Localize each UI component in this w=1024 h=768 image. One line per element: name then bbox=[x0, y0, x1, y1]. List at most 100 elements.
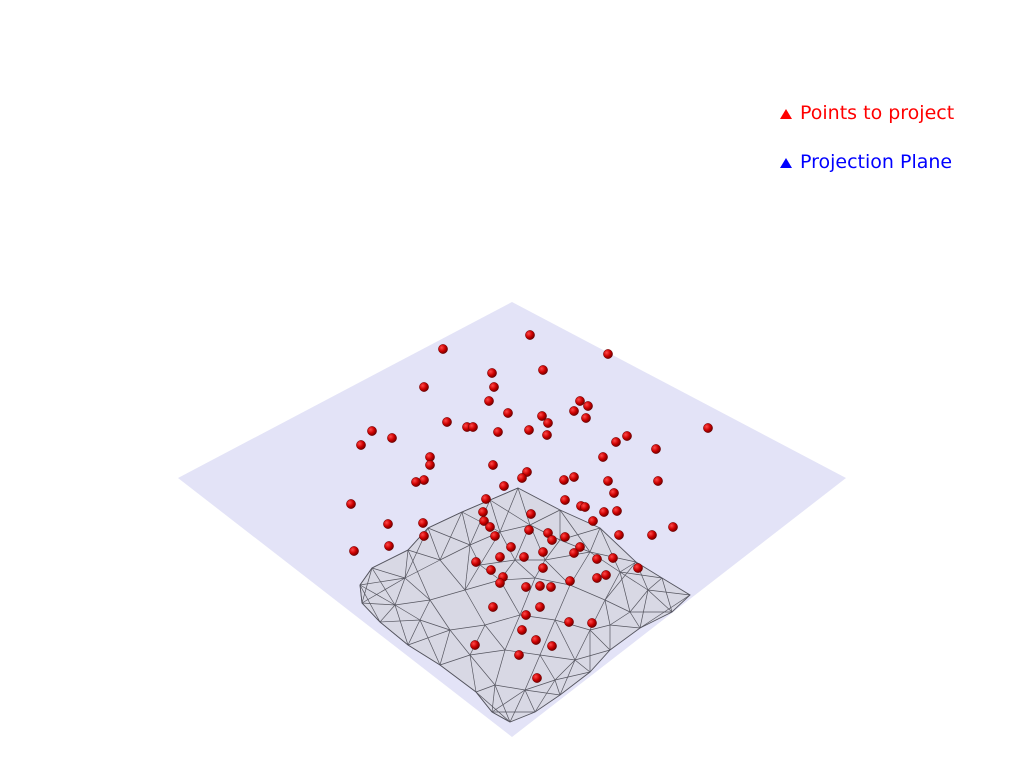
mesh-edge bbox=[439, 629, 451, 666]
point-sphere bbox=[489, 382, 499, 392]
point-sphere bbox=[608, 553, 618, 563]
point-sphere bbox=[519, 552, 529, 562]
legend-label-plane: Projection Plane bbox=[800, 151, 953, 173]
mesh-edge bbox=[379, 604, 396, 623]
legend-item-points: Points to project bbox=[778, 100, 978, 126]
point-sphere bbox=[521, 610, 531, 620]
point-sphere bbox=[490, 531, 500, 541]
point-sphere bbox=[592, 554, 602, 564]
point-sphere bbox=[538, 365, 548, 375]
point-sphere bbox=[383, 519, 393, 529]
mesh-edge bbox=[604, 599, 611, 626]
mesh-edge bbox=[359, 584, 363, 604]
triangle-icon bbox=[780, 158, 792, 168]
point-sphere bbox=[560, 495, 570, 505]
point-sphere bbox=[592, 573, 602, 583]
point-sphere bbox=[484, 396, 494, 406]
mesh-edge bbox=[419, 619, 441, 666]
point-sphere bbox=[622, 431, 632, 441]
point-sphere bbox=[559, 475, 569, 485]
mesh-edge bbox=[461, 511, 471, 546]
point-sphere bbox=[468, 422, 478, 432]
point-sphere bbox=[419, 475, 429, 485]
mesh-edge bbox=[524, 689, 536, 713]
mesh-edge bbox=[604, 599, 631, 613]
mesh-edge bbox=[524, 679, 556, 691]
mesh-edge bbox=[491, 684, 496, 713]
point-sphere bbox=[346, 499, 356, 509]
mesh-edge bbox=[379, 619, 421, 623]
point-sphere bbox=[603, 476, 613, 486]
point-sphere bbox=[506, 542, 516, 552]
point-sphere bbox=[521, 582, 531, 592]
mesh-edge bbox=[479, 559, 516, 566]
point-sphere bbox=[524, 525, 534, 535]
mesh-edge bbox=[404, 559, 441, 579]
point-sphere bbox=[547, 641, 557, 651]
point-sphere bbox=[542, 430, 552, 440]
legend: Points to project Projection Plane bbox=[778, 100, 978, 198]
mesh-edge bbox=[647, 589, 673, 613]
mesh-edge bbox=[407, 549, 441, 561]
point-sphere bbox=[495, 552, 505, 562]
mesh-edge bbox=[371, 567, 396, 606]
mesh-edge bbox=[371, 567, 406, 579]
mesh-edge bbox=[439, 559, 466, 591]
point-sphere bbox=[517, 625, 527, 635]
points-to-project bbox=[346, 330, 713, 683]
mesh-edge bbox=[544, 551, 591, 561]
mesh-edge bbox=[647, 577, 663, 591]
point-sphere bbox=[588, 516, 598, 526]
point-sphere bbox=[569, 406, 579, 416]
mesh-edge bbox=[439, 664, 477, 693]
point-sphere bbox=[668, 522, 678, 532]
point-sphere bbox=[419, 531, 429, 541]
mesh-edge bbox=[407, 644, 441, 666]
point-sphere bbox=[599, 507, 609, 517]
point-sphere bbox=[583, 401, 593, 411]
mesh-edge bbox=[534, 679, 556, 713]
mesh-edge bbox=[509, 689, 526, 723]
mesh-edge bbox=[407, 549, 431, 601]
mesh-edge bbox=[449, 624, 486, 631]
mesh-edge bbox=[589, 527, 601, 553]
mesh-edge bbox=[499, 524, 531, 533]
point-sphere bbox=[418, 518, 428, 528]
point-sphere bbox=[419, 382, 429, 392]
point-sphere bbox=[547, 535, 557, 545]
mesh-edge bbox=[404, 549, 409, 579]
point-sphere bbox=[546, 582, 556, 592]
mesh-edge bbox=[619, 571, 649, 591]
point-sphere bbox=[517, 473, 527, 483]
point-sphere bbox=[611, 437, 621, 447]
point-sphere bbox=[524, 425, 534, 435]
mesh-edge bbox=[439, 511, 463, 561]
point-sphere bbox=[486, 565, 496, 575]
mesh-edge bbox=[524, 654, 541, 691]
mesh-edge bbox=[407, 619, 421, 646]
point-sphere bbox=[479, 516, 489, 526]
point-sphere bbox=[471, 557, 481, 567]
point-sphere bbox=[564, 617, 574, 627]
point-sphere bbox=[569, 548, 579, 558]
mesh-edge bbox=[619, 571, 631, 613]
mesh-edge bbox=[554, 671, 591, 681]
mesh-edge bbox=[604, 571, 621, 601]
mesh-edge bbox=[491, 689, 526, 713]
mesh-edge bbox=[554, 679, 561, 696]
point-sphere bbox=[538, 563, 548, 573]
legend-item-plane: Projection Plane bbox=[778, 149, 978, 175]
mesh-edge bbox=[464, 564, 481, 591]
mesh-edge bbox=[539, 654, 556, 681]
mesh-edge bbox=[609, 624, 641, 629]
point-sphere bbox=[603, 349, 613, 359]
mesh-edge bbox=[484, 614, 521, 626]
mesh-edge bbox=[464, 544, 471, 591]
point-sphere bbox=[598, 452, 608, 462]
mesh-edge bbox=[419, 619, 451, 631]
point-sphere bbox=[367, 426, 377, 436]
mesh-edge bbox=[574, 649, 611, 661]
mesh-edge bbox=[499, 487, 519, 533]
